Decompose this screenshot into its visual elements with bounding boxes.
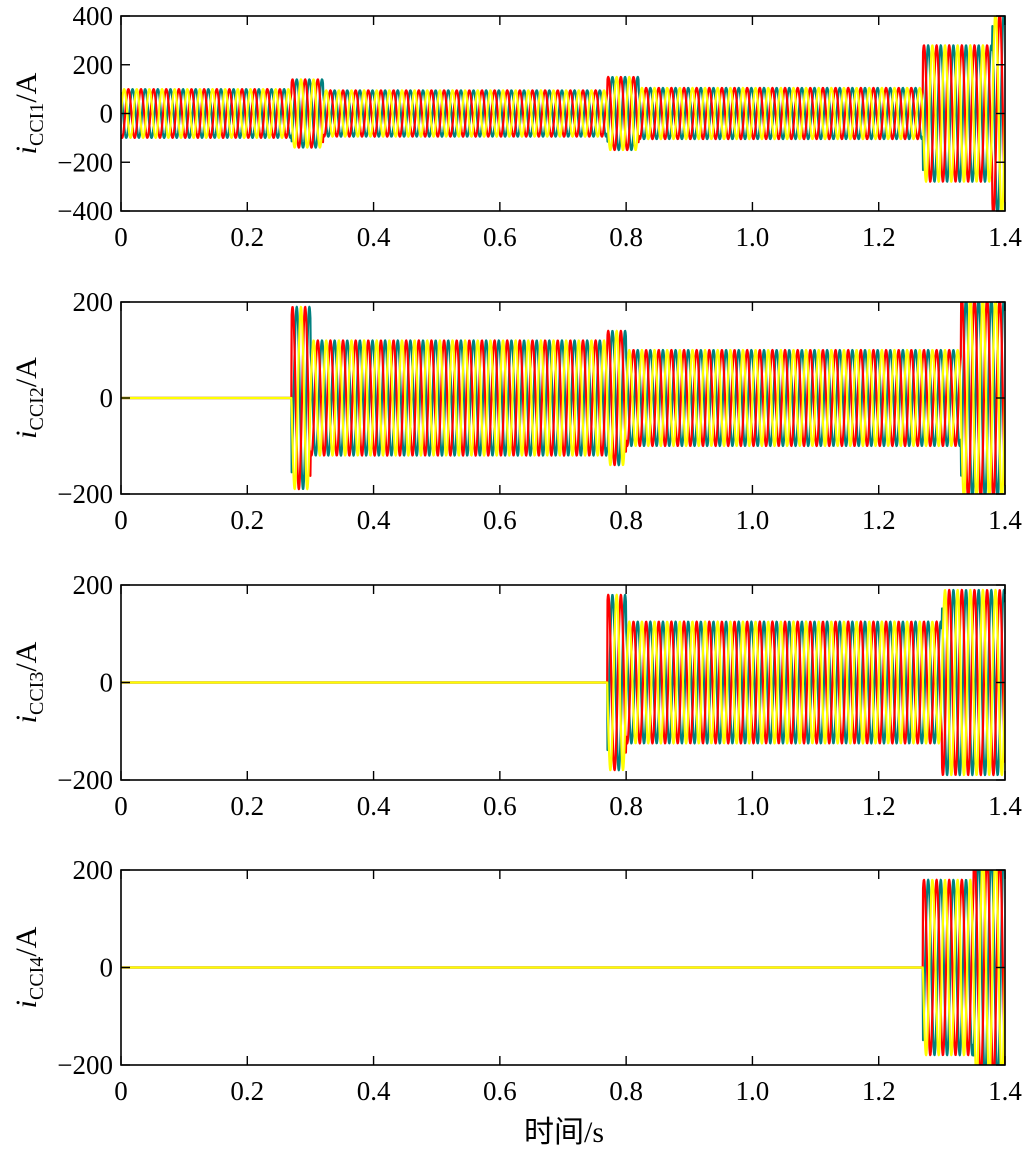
x-tick-label: 0.2 (230, 791, 264, 821)
y-axis-label-symbol: i (10, 1000, 43, 1008)
y-tick-label: 200 (73, 855, 114, 885)
series-line-3 (121, 870, 1005, 1065)
y-axis-label-symbol: i (10, 146, 43, 154)
x-tick-label: 1.0 (736, 505, 770, 535)
y-axis-label-subscript: CCI4 (26, 957, 48, 1000)
x-tick-label: 0 (114, 1076, 128, 1106)
x-tick-label: 0.4 (357, 222, 391, 252)
x-tick-label: 1.0 (736, 222, 770, 252)
y-tick-label: 200 (73, 50, 114, 80)
y-axis-label-subscript: CCI2 (26, 387, 48, 430)
x-tick-label: 0.6 (483, 505, 517, 535)
x-tick-label: 0 (114, 222, 128, 252)
plot-area (121, 16, 1005, 211)
x-tick-label: 1.4 (988, 222, 1022, 252)
series-line-2 (121, 16, 1005, 211)
x-tick-label: 0.4 (357, 791, 391, 821)
y-tick-label: 200 (73, 287, 114, 317)
y-tick-label: 0 (100, 99, 114, 129)
y-axis-label: iCCI4/A (10, 926, 48, 1008)
series-line-3 (121, 588, 1005, 777)
x-tick-label: 1.4 (988, 1076, 1022, 1106)
y-tick-label: 0 (100, 668, 114, 698)
x-tick-label: 1.2 (862, 1076, 896, 1106)
x-tick-label: 0.2 (230, 222, 264, 252)
x-tick-label: 0.2 (230, 505, 264, 535)
y-tick-label: −400 (57, 196, 113, 226)
x-tick-label: 1.0 (736, 1076, 770, 1106)
y-axis-label-symbol: i (10, 431, 43, 439)
x-tick-label: 0.6 (483, 222, 517, 252)
y-axis-label: iCCI3/A (10, 641, 48, 723)
y-tick-label: 200 (73, 570, 114, 600)
plot-area (121, 870, 1005, 1065)
x-tick-label: 1.2 (862, 222, 896, 252)
y-axis-label-subscript: CCI3 (26, 672, 48, 715)
y-tick-label: −200 (57, 147, 113, 177)
y-axis-label-subscript: CCI1 (26, 103, 48, 146)
x-tick-label: 0.6 (483, 791, 517, 821)
y-tick-label: 0 (100, 383, 114, 413)
y-axis-label-unit: /A (10, 357, 43, 387)
y-tick-label: 400 (73, 1, 114, 31)
x-tick-label: 0.8 (609, 1076, 643, 1106)
plot-area (121, 302, 1005, 494)
x-tick-label: 0.4 (357, 505, 391, 535)
y-tick-label: −200 (57, 479, 113, 509)
x-tick-label: 0 (114, 791, 128, 821)
x-tick-label: 0.8 (609, 505, 643, 535)
x-tick-label: 0 (114, 505, 128, 535)
x-tick-label: 0.2 (230, 1076, 264, 1106)
x-tick-label: 0.8 (609, 222, 643, 252)
plot-area (121, 588, 1005, 777)
x-tick-label: 1.2 (862, 791, 896, 821)
y-axis-label-symbol: i (10, 715, 43, 723)
y-axis-label: iCCI2/A (10, 357, 48, 439)
series-line-1 (121, 16, 1005, 211)
x-tick-label: 1.4 (988, 505, 1022, 535)
x-tick-label: 0.6 (483, 1076, 517, 1106)
series-line-3 (121, 16, 1005, 211)
y-axis-label: iCCI1/A (10, 72, 48, 154)
x-tick-label: 1.0 (736, 791, 770, 821)
y-tick-label: −200 (57, 765, 113, 795)
x-tick-label: 1.4 (988, 791, 1022, 821)
chart-panel-1: 0 0.2 0.4 0.6 0.8 1.0 1.2 1.4 400 200 0 −200 −400 iCC… (10, 1, 1022, 252)
y-axis-label-unit: /A (10, 641, 43, 671)
series-line-3 (121, 302, 1005, 494)
y-axis-label-unit: /A (10, 72, 43, 102)
y-tick-label: 0 (100, 953, 114, 983)
x-axis-label: 时间/s (524, 1116, 604, 1149)
x-tick-label: 0.4 (357, 1076, 391, 1106)
y-tick-label: −200 (57, 1050, 113, 1080)
y-axis-label-unit: /A (10, 926, 43, 956)
x-tick-label: 1.2 (862, 505, 896, 535)
x-tick-label: 0.8 (609, 791, 643, 821)
